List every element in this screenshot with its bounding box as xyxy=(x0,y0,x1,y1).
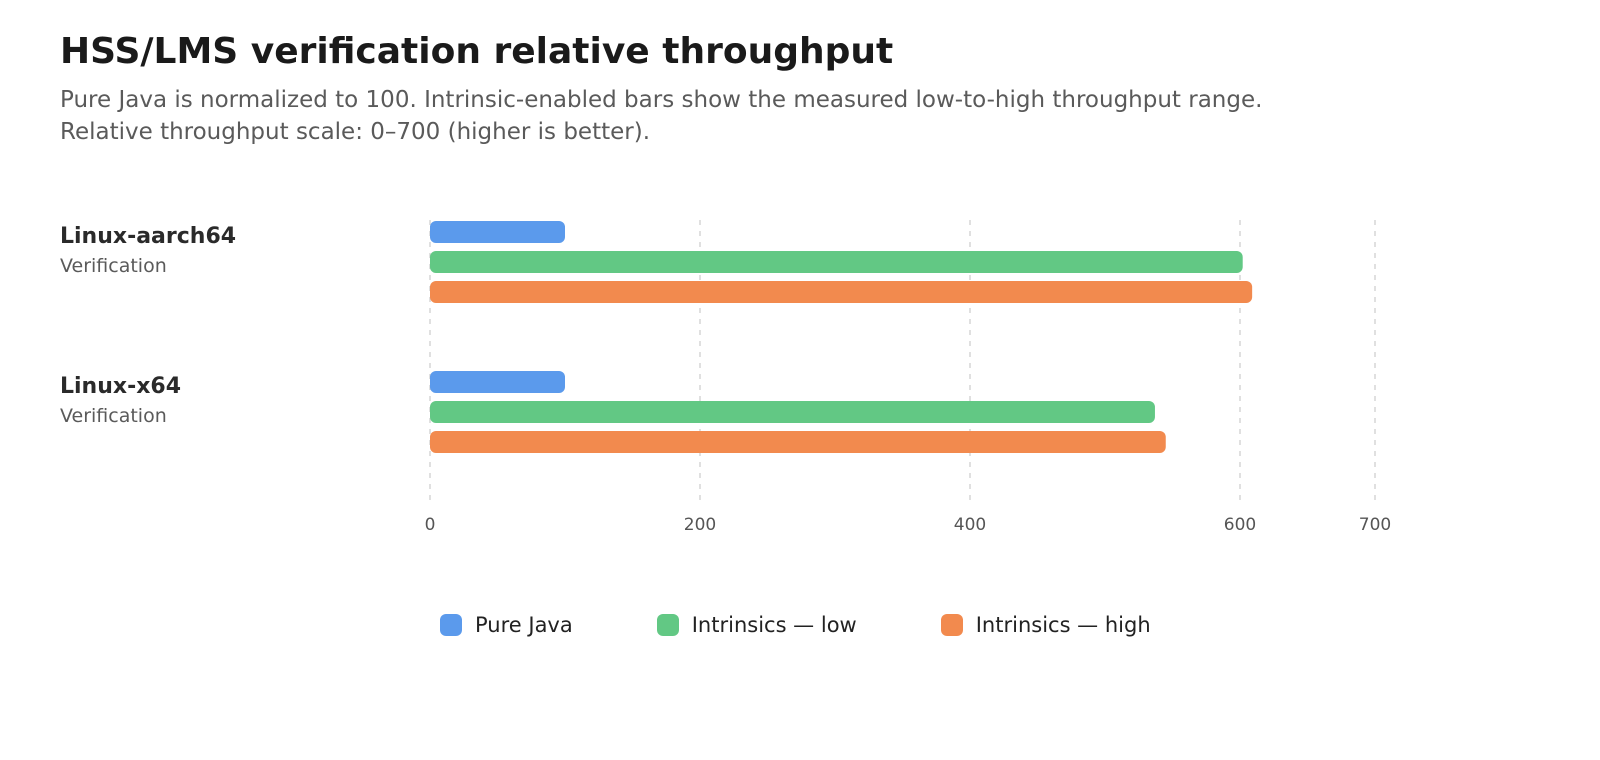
bar xyxy=(430,401,1155,423)
chart-legend: Pure Java Intrinsics — low Intrinsics — hi… xyxy=(440,612,1235,638)
legend-swatch xyxy=(940,614,963,636)
legend-item: Pure Java xyxy=(440,612,573,638)
legend-label: Intrinsics — high xyxy=(975,613,1151,637)
x-tick-label: 200 xyxy=(684,515,716,535)
chart-title: HSS/LMS verification relative throughput xyxy=(60,31,894,72)
legend-swatch xyxy=(440,614,462,636)
legend-label: Pure Java xyxy=(475,613,573,637)
legend-label: Intrinsics — low xyxy=(691,613,857,637)
bar xyxy=(430,251,1243,273)
x-tick-label: 400 xyxy=(954,515,986,535)
category-label: Linux-x64 xyxy=(60,374,181,399)
bar xyxy=(430,371,565,393)
legend-item: Intrinsics — low xyxy=(656,612,857,638)
chart-subtitle-line-2: Relative throughput scale: 0–700 (higher… xyxy=(60,119,651,145)
chart-subtitle: Pure Java is normalized to 100. Intrinsi… xyxy=(60,84,1540,148)
bar xyxy=(430,281,1253,303)
category-sublabel: Verification xyxy=(60,255,167,277)
x-tick-label: 700 xyxy=(1359,515,1391,535)
category-sublabel: Verification xyxy=(60,405,167,427)
legend-item: Intrinsics — high xyxy=(940,612,1151,638)
bar xyxy=(430,431,1166,453)
x-tick-label: 600 xyxy=(1224,515,1256,535)
x-tick-label: 0 xyxy=(425,515,436,535)
chart-header: HSS/LMS verification relative throughput… xyxy=(60,28,1540,148)
legend-swatch xyxy=(656,614,679,636)
chart-subtitle-line-1: Pure Java is normalized to 100. Intrinsi… xyxy=(60,87,1263,113)
category-label: Linux-aarch64 xyxy=(60,224,236,249)
bar xyxy=(430,221,565,243)
